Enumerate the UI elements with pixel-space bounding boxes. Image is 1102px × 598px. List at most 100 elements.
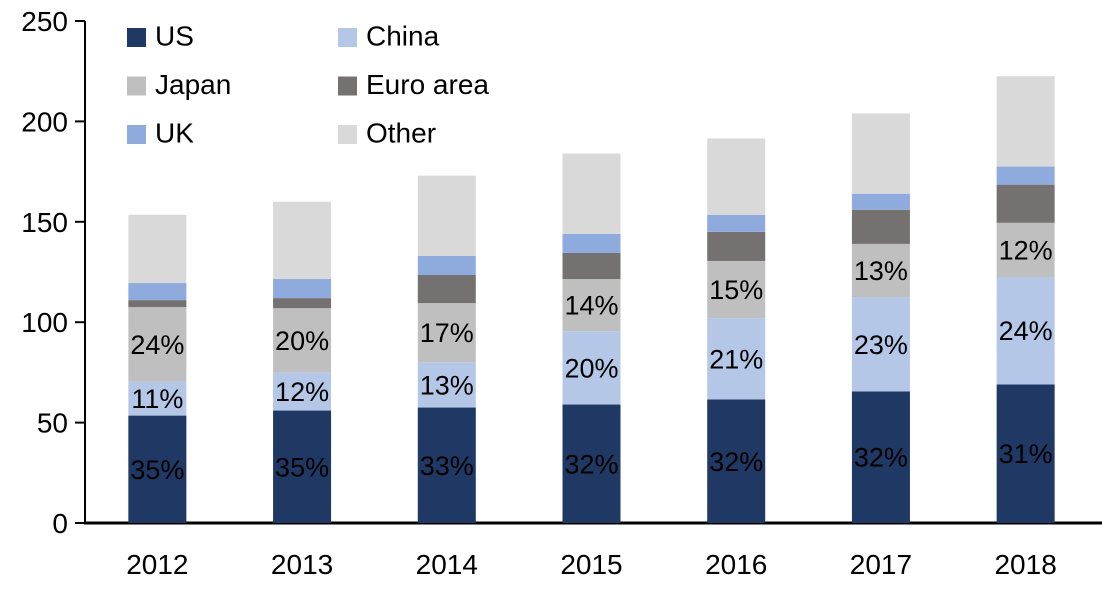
legend-item-us: US — [127, 21, 194, 52]
bar-label-china-2013: 12% — [275, 377, 329, 407]
x-tick-label-2014: 2014 — [416, 549, 478, 580]
legend-label-euro-area: Euro area — [366, 69, 489, 100]
bar-segment-other-2014 — [417, 175, 476, 256]
bar-segment-uk-2014 — [417, 255, 476, 276]
bar-segment-japan-2017 — [851, 243, 910, 298]
bar-segment-china-2018 — [996, 277, 1055, 385]
bars — [128, 76, 1055, 523]
bar-segment-euro-area-2015 — [562, 252, 621, 280]
bar-label-us-2013: 35% — [275, 452, 329, 482]
legend-swatch-euro-area-icon — [338, 76, 357, 96]
bar-segment-euro-area-2013 — [273, 298, 332, 309]
legend-item-china: China — [338, 21, 440, 52]
bar-segment-euro-area-2014 — [417, 275, 476, 304]
y-tick-label-0: 0 — [52, 508, 68, 539]
bar-segment-china-2013 — [273, 372, 332, 411]
bar-segment-uk-2012 — [128, 283, 187, 301]
bar-segment-us-2012 — [128, 415, 187, 523]
bar-label-china-2015: 20% — [564, 353, 618, 383]
bar-segment-us-2016 — [707, 399, 766, 523]
bar-label-china-2017: 23% — [854, 330, 908, 360]
bar-label-china-2016: 21% — [709, 344, 763, 374]
bar-label-us-2014: 33% — [420, 451, 474, 481]
legend-swatch-china-icon — [338, 28, 357, 47]
bar-segment-uk-2013 — [273, 279, 332, 299]
bar-label-japan-2016: 15% — [709, 275, 763, 305]
legend-label-us: US — [155, 21, 194, 52]
legend-swatch-other-icon — [338, 125, 357, 144]
bar-segment-euro-area-2012 — [128, 300, 187, 308]
bar-segment-other-2013 — [273, 201, 332, 280]
x-axis-labels: 2012 2013 2014 2015 2016 2017 2018 — [126, 549, 1057, 580]
bar-segment-other-2012 — [128, 214, 187, 284]
legend-item-japan: Japan — [127, 69, 231, 100]
bar-label-china-2014: 13% — [420, 370, 474, 400]
bar-segment-japan-2012 — [128, 307, 187, 382]
bar-label-us-2015: 32% — [564, 449, 618, 479]
bar-label-us-2018: 31% — [999, 439, 1053, 469]
y-tick-label-100: 100 — [21, 307, 68, 338]
bar-segment-japan-2015 — [562, 279, 621, 332]
bar-segment-other-2017 — [851, 113, 910, 194]
legend-swatch-uk-icon — [127, 125, 146, 144]
bar-segment-us-2013 — [273, 410, 332, 523]
bar-segment-japan-2014 — [417, 303, 476, 363]
bar-segment-us-2017 — [851, 391, 910, 523]
y-tick-label-50: 50 — [37, 408, 68, 439]
bar-label-japan-2013: 20% — [275, 326, 329, 356]
legend-swatch-japan-icon — [127, 76, 146, 96]
bar-label-china-2018: 24% — [999, 316, 1053, 346]
y-tick-label-150: 150 — [21, 207, 68, 238]
legend-item-uk: UK — [127, 118, 194, 149]
bar-label-japan-2018: 12% — [999, 235, 1053, 265]
bar-label-us-2012: 35% — [130, 455, 184, 485]
bar-label-japan-2017: 13% — [854, 256, 908, 286]
x-tick-label-2016: 2016 — [705, 549, 767, 580]
x-tick-label-2017: 2017 — [850, 549, 912, 580]
legend-swatch-us-icon — [127, 28, 146, 47]
bar-segment-uk-2015 — [562, 233, 621, 253]
bar-segment-other-2016 — [707, 138, 766, 215]
bar-label-china-2012: 11% — [131, 384, 183, 414]
bar-label-us-2017: 32% — [854, 443, 908, 473]
legend-item-euro-area: Euro area — [338, 69, 489, 100]
bar-segment-us-2014 — [417, 407, 476, 523]
x-tick-label-2015: 2015 — [560, 549, 622, 580]
bar-segment-china-2012 — [128, 381, 187, 416]
bar-segment-china-2016 — [707, 318, 766, 400]
legend-item-other: Other — [338, 118, 436, 149]
bar-segment-euro-area-2017 — [851, 209, 910, 244]
bar-segment-china-2015 — [562, 331, 621, 405]
bar-segment-uk-2017 — [851, 193, 910, 210]
bar-segment-euro-area-2016 — [707, 231, 766, 261]
y-axis-labels: 0 50 100 150 200 250 — [21, 6, 68, 539]
bar-segment-japan-2016 — [707, 260, 766, 319]
bar-label-japan-2015: 14% — [564, 291, 618, 321]
legend-label-china: China — [366, 21, 440, 52]
bar-segment-us-2018 — [996, 384, 1055, 523]
bar-segment-japan-2013 — [273, 308, 332, 373]
bar-segment-euro-area-2018 — [996, 184, 1055, 223]
bar-segment-uk-2018 — [996, 166, 1055, 185]
y-tick-label-200: 200 — [21, 106, 68, 137]
bar-segment-us-2015 — [562, 404, 621, 523]
bar-segment-other-2015 — [562, 153, 621, 234]
x-tick-label-2018: 2018 — [994, 549, 1056, 580]
bar-segment-labels: 35% 11% 24% 35% 12% 20% 33% 13% 17% 32% 20% 14% 32% 2… — [130, 235, 1052, 484]
y-tick-label-250: 250 — [21, 6, 68, 37]
bar-segment-japan-2018 — [996, 222, 1055, 278]
bar-label-japan-2014: 17% — [420, 318, 474, 348]
legend-label-uk: UK — [155, 118, 194, 149]
bar-segment-other-2018 — [996, 76, 1055, 167]
legend-label-other: Other — [366, 118, 436, 149]
bar-segment-china-2017 — [851, 297, 910, 392]
legend: US China Japan Euro area UK Other — [127, 21, 489, 149]
bar-label-us-2016: 32% — [709, 447, 763, 477]
bar-segment-china-2014 — [417, 362, 476, 408]
x-tick-label-2013: 2013 — [271, 549, 333, 580]
bar-segment-uk-2016 — [707, 214, 766, 232]
bar-label-japan-2012: 24% — [130, 330, 184, 360]
legend-label-japan: Japan — [155, 69, 231, 100]
